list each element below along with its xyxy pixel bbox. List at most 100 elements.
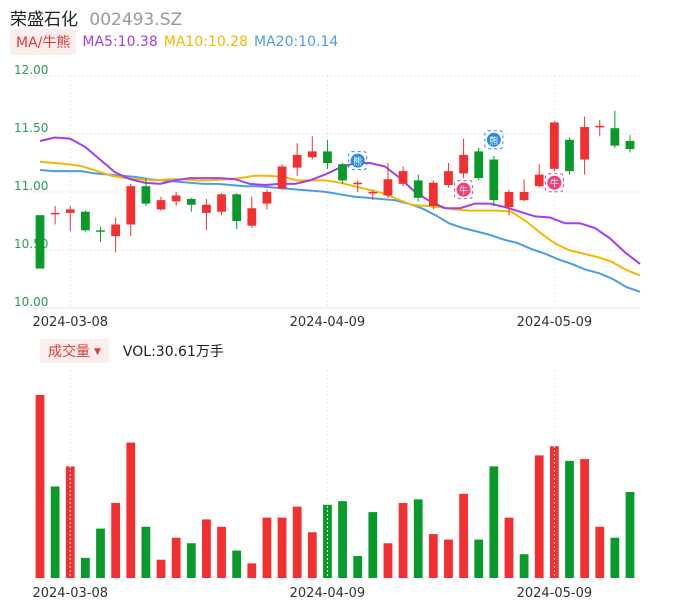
candle[interactable] xyxy=(383,163,393,198)
candle-body xyxy=(580,127,590,160)
volume-bar xyxy=(504,517,514,578)
volume-bar xyxy=(398,502,408,578)
candle[interactable] xyxy=(504,189,514,216)
candle[interactable] xyxy=(111,217,121,253)
volume-bar xyxy=(65,466,75,578)
ma10-line xyxy=(39,160,641,277)
signal-marker-label: 牛 xyxy=(550,178,559,190)
candle-body xyxy=(428,182,438,206)
candle[interactable] xyxy=(413,174,423,202)
signal-marker[interactable]: 熊 xyxy=(484,130,504,150)
signal-marker-frame xyxy=(454,180,474,200)
candle[interactable] xyxy=(292,143,302,176)
volume-bar xyxy=(353,556,363,578)
ma5-label: MA5:10.38 xyxy=(82,34,158,50)
volume-bar xyxy=(565,460,574,578)
candle-body xyxy=(292,154,302,168)
candle-body xyxy=(186,198,196,205)
ma-indicator-button[interactable]: MA/牛熊 xyxy=(10,29,77,55)
signal-marker-frame xyxy=(484,130,504,150)
volume-bar xyxy=(50,486,60,578)
candle-body xyxy=(504,192,514,208)
candle[interactable] xyxy=(232,193,242,230)
candle-body xyxy=(171,195,181,202)
x-tick-label: 2024-03-08 xyxy=(32,315,108,330)
volume-bar xyxy=(610,537,620,578)
candle[interactable] xyxy=(580,116,590,175)
candle-body xyxy=(323,151,332,163)
candle[interactable] xyxy=(595,120,605,137)
candle[interactable] xyxy=(171,192,181,206)
volume-bar xyxy=(262,517,272,578)
candle[interactable] xyxy=(428,180,438,210)
candle[interactable] xyxy=(353,180,363,192)
volume-indicator-button[interactable]: 成交量 ▼ xyxy=(40,339,109,363)
candle[interactable] xyxy=(65,205,75,232)
candle[interactable] xyxy=(307,136,317,160)
signal-marker-badge xyxy=(547,175,562,190)
candle-body xyxy=(444,171,453,186)
candle-body xyxy=(217,194,226,212)
candle-body xyxy=(565,139,574,172)
candle-body xyxy=(156,200,166,210)
candle[interactable] xyxy=(126,183,136,237)
candle[interactable] xyxy=(519,179,529,202)
candle[interactable] xyxy=(625,135,635,153)
signal-marker[interactable]: 熊 xyxy=(348,151,368,171)
candle[interactable] xyxy=(247,196,257,228)
volume-x-tick-label: 2024-03-08 xyxy=(32,586,108,601)
volume-bar xyxy=(580,459,590,578)
candle[interactable] xyxy=(398,166,408,187)
volume-bar xyxy=(459,493,468,578)
dropdown-caret-icon: ▼ xyxy=(94,347,101,357)
stock-header: 荣盛石化 002493.SZ xyxy=(10,5,182,30)
signal-marker-badge xyxy=(486,132,501,147)
volume-bar xyxy=(202,519,211,578)
candle[interactable] xyxy=(534,164,544,188)
y-tick-label: 12.00 xyxy=(14,63,48,77)
candle-body xyxy=(625,140,635,150)
x-tick-label: 2024-04-09 xyxy=(290,315,366,330)
ma-legend: MA/牛熊 MA5:10.38 MA10:10.28 MA20:10.14 xyxy=(10,29,344,55)
candle[interactable] xyxy=(35,215,45,269)
candle[interactable] xyxy=(459,138,468,179)
candle[interactable] xyxy=(444,163,453,188)
candle[interactable] xyxy=(549,121,559,172)
candle[interactable] xyxy=(368,189,378,201)
volume-bar xyxy=(96,528,105,578)
candle[interactable] xyxy=(141,178,151,206)
candle[interactable] xyxy=(610,110,620,148)
candle[interactable] xyxy=(80,210,90,232)
volume-bar xyxy=(413,499,423,578)
signal-marker[interactable]: 牛 xyxy=(454,180,474,200)
volume-bar xyxy=(428,534,438,578)
volume-bar xyxy=(338,501,347,578)
candle[interactable] xyxy=(156,196,166,211)
candle[interactable] xyxy=(202,198,211,231)
candle[interactable] xyxy=(96,226,105,242)
candle[interactable] xyxy=(217,193,226,216)
volume-bar xyxy=(35,395,45,578)
candle[interactable] xyxy=(50,205,60,225)
candle[interactable] xyxy=(338,163,347,184)
candle[interactable] xyxy=(565,137,574,175)
volume-bar xyxy=(156,559,166,578)
candle[interactable] xyxy=(262,189,272,210)
signal-marker-label: 牛 xyxy=(459,185,468,197)
candle[interactable] xyxy=(186,197,196,212)
volume-bar xyxy=(534,455,544,578)
candle[interactable] xyxy=(277,164,287,190)
signal-marker[interactable]: 牛 xyxy=(544,173,564,193)
candle[interactable] xyxy=(474,147,484,181)
candle[interactable] xyxy=(323,139,332,169)
volume-bar xyxy=(247,563,257,578)
volume-x-tick-label: 2024-05-09 xyxy=(517,586,593,601)
volume-bar xyxy=(232,550,242,578)
volume-bar xyxy=(277,517,287,578)
y-tick-label: 11.50 xyxy=(14,121,48,135)
ma10-label: MA10:10.28 xyxy=(163,34,249,50)
candle[interactable] xyxy=(489,156,499,206)
volume-bar xyxy=(444,539,453,578)
volume-value: VOL:30.61万手 xyxy=(122,344,224,360)
